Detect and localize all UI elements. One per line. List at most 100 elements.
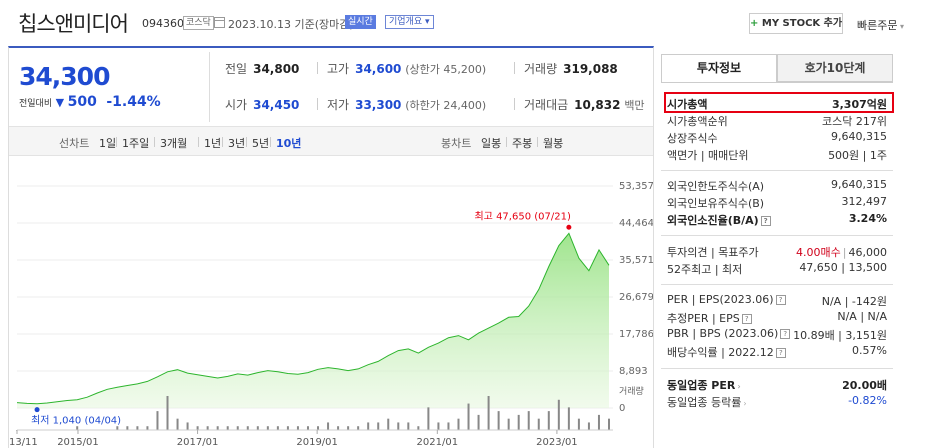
info-row: 시가총액순위 코스닥 217위 — [667, 115, 887, 128]
volume-bar — [206, 426, 209, 430]
volume-bar — [286, 426, 289, 430]
volume-bar — [317, 426, 320, 430]
plus-icon: + — [750, 18, 759, 29]
current-price: 34,300 — [19, 62, 110, 91]
x-tick-label: 2023/01 — [536, 437, 578, 448]
volume-bar — [417, 426, 420, 430]
tab-invest-info[interactable]: 투자정보 — [661, 54, 777, 82]
volume-bar — [186, 422, 189, 430]
volume-bar — [166, 396, 169, 430]
volume-bar — [467, 403, 470, 430]
volume-bar — [337, 426, 340, 430]
volume-bar — [116, 426, 119, 430]
x-tick-label: 2019/01 — [296, 437, 338, 448]
info-row[interactable]: 동일업종 PER › 20.00배 — [667, 379, 887, 392]
divider — [514, 62, 515, 74]
down-arrow-icon: ▼ — [55, 96, 65, 109]
volume-bar — [457, 418, 460, 430]
y-tick-label: 53,357 — [619, 181, 653, 192]
volume-bar — [246, 426, 249, 430]
info-row[interactable]: 동일업종 등락률 › -0.82% — [667, 394, 887, 409]
volume-bar — [527, 411, 530, 430]
period-5y[interactable]: 5년 — [252, 137, 270, 150]
volume-bar — [226, 426, 229, 430]
volume-bar — [236, 426, 239, 430]
y-tick-label: 35,571 — [619, 255, 653, 266]
info-row: 외국인한도주식수(A) 9,640,315 — [667, 178, 887, 193]
low-price: 저가 33,300 (하한가 24,400) — [327, 98, 487, 112]
x-tick-label: 2013/11 — [9, 437, 38, 448]
chevron-right-icon: › — [737, 382, 741, 391]
prev-close: 전일 34,800 — [225, 62, 300, 76]
quick-order-button[interactable]: 빠른주문 ▾ — [857, 19, 905, 32]
min-marker — [34, 407, 40, 413]
volume-bar — [437, 422, 440, 430]
candle-daily[interactable]: 일봉 — [481, 137, 502, 150]
chevron-right-icon: › — [743, 399, 747, 408]
volume-bar — [266, 426, 269, 430]
info-row: 상장주식수 9,640,315 — [667, 130, 887, 145]
volume-bar — [427, 407, 430, 430]
min-label: 최저 1,040 (04/04) — [31, 415, 121, 427]
max-marker — [566, 224, 572, 230]
volume-bar — [397, 422, 400, 430]
price-change: 전일대비 ▼ 500 -1.44% — [19, 94, 161, 110]
stock-code: 094360 — [142, 17, 184, 30]
change-percent: -1.44% — [106, 94, 161, 110]
chart-period-bar: 선차트 1일 1주일 3개월 1년 3년 5년 10년 봉차트 일봉 주봉 월봉 — [9, 126, 653, 156]
base-date: 2023.10.13 기준(장마감) — [228, 18, 354, 31]
volume-bar — [146, 426, 149, 430]
period-3y[interactable]: 3년 — [228, 137, 246, 150]
x-tick-label: 2015/01 — [57, 437, 99, 448]
info-row: 배당수익률 | 2022.12? 0.57% — [667, 344, 887, 359]
volume-bar — [577, 418, 580, 430]
divider — [209, 52, 210, 122]
period-1w[interactable]: 1주일 — [122, 137, 150, 150]
volume-bar — [176, 418, 179, 430]
y-tick-label: 26,679 — [619, 292, 653, 303]
period-3m[interactable]: 3개월 — [160, 137, 188, 150]
help-icon[interactable]: ? — [741, 314, 752, 324]
candle-weekly[interactable]: 주봉 — [512, 137, 533, 150]
volume-bar — [517, 414, 520, 430]
period-1d[interactable]: 1일 — [99, 137, 117, 150]
price-area — [17, 233, 609, 408]
x-tick-label: 2021/01 — [417, 437, 459, 448]
tab-order-book[interactable]: 호가10단계 — [777, 54, 893, 82]
volume-bar — [276, 426, 279, 430]
price-chart[interactable]: 53,357 44,464 35,571 26,679 17,786 8,893 0 201… — [9, 166, 653, 448]
y-tick-label: 17,786 — [619, 329, 653, 340]
info-row: 외국인보유주식수(B) 312,497 — [667, 195, 887, 210]
help-icon[interactable]: ? — [775, 348, 786, 358]
add-my-stock-button[interactable]: + MY STOCK 추가 — [749, 13, 843, 34]
period-1y[interactable]: 1년 — [204, 137, 222, 150]
volume-bar — [567, 407, 570, 430]
quote-panel: 34,300 전일대비 ▼ 500 -1.44% 전일 34,800 고가 34,6… — [8, 46, 654, 448]
info-row: 외국인소진율(B/A)? 3.24% — [667, 212, 887, 227]
realtime-button[interactable]: 실시간 — [345, 15, 376, 29]
volume-bar — [547, 411, 550, 430]
x-tick-label: 2017/01 — [177, 437, 219, 448]
period-10y[interactable]: 10년 — [276, 137, 302, 150]
divider — [514, 98, 515, 110]
trade-amount: 거래대금 10,832 백만 — [524, 98, 645, 112]
volume-bar — [256, 426, 259, 430]
y-tick-label: 0 — [619, 403, 625, 414]
info-row: 투자의견 | 목표주가 4.00매수 | 46,000 — [667, 246, 887, 259]
y-tick-label: 44,464 — [619, 218, 653, 229]
candle-monthly[interactable]: 월봉 — [543, 137, 564, 150]
divider — [317, 62, 318, 74]
company-info-dropdown[interactable]: 기업개요 ▾ — [385, 15, 434, 29]
candle-chart-label: 봉차트 — [441, 137, 472, 150]
info-row: 시가총액 3,307억원 — [667, 98, 887, 111]
info-row: 액면가 | 매매단위 500원 | 1주 — [667, 149, 887, 162]
volume-bar — [347, 426, 350, 430]
volume-bar — [557, 399, 560, 430]
help-icon[interactable]: ? — [780, 329, 791, 339]
help-icon[interactable]: ? — [775, 295, 786, 305]
help-icon[interactable]: ? — [760, 216, 771, 226]
market-badge: 코스닥 — [183, 16, 214, 30]
stock-name: 칩스앤미디어 — [18, 12, 129, 36]
volume-bar — [76, 426, 79, 430]
volume-bar — [407, 422, 410, 430]
